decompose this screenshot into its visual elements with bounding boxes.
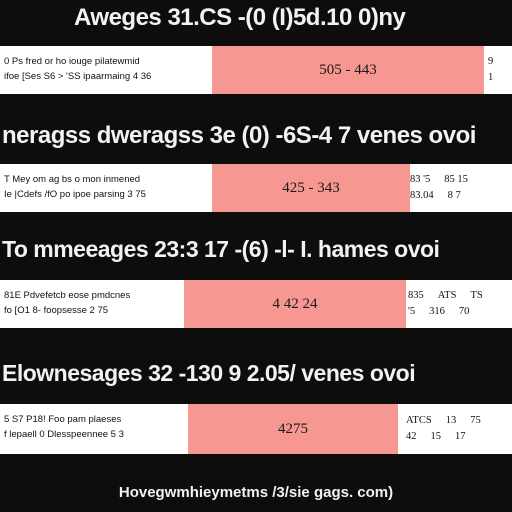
section-3-highlight: 4 42 24 bbox=[184, 280, 406, 328]
section-2-title: neragss dweragss 3e (0) -6S-4 7 venes ov… bbox=[2, 122, 476, 149]
section-4-r1c2: 13 bbox=[445, 415, 457, 426]
section-1-right-row-1: 9 bbox=[488, 54, 508, 70]
section-2-left-text: T Mey om ag bs o mon inmened Ie |Cdefs /… bbox=[0, 164, 210, 212]
section-4-right-row-2: 42 15 17 bbox=[406, 429, 508, 445]
section-3-r2c2: 316 bbox=[429, 306, 445, 317]
section-1-panel: 0 Ps fred or ho iouge pilatewmid ifoe [S… bbox=[0, 46, 512, 94]
section-4-r1c1: ATCS bbox=[406, 415, 432, 426]
section-3-r1c1: 835 bbox=[408, 290, 424, 301]
section-1-right-values: 9 1 bbox=[488, 46, 512, 94]
section-4-r1c3: 75 bbox=[470, 415, 481, 426]
section-2-r2c2: 8 7 bbox=[447, 190, 461, 201]
section-1-left-text: 0 Ps fred or ho iouge pilatewmid ifoe [S… bbox=[0, 46, 210, 94]
section-1-title: Aweges 31.CS -(0 (I)5d.10 0)ny bbox=[74, 4, 406, 31]
section-3-r2c1: '5 bbox=[408, 306, 416, 317]
section-2-line-2: Ie |Cdefs /fO po ipoe parsing 3 75 bbox=[4, 189, 146, 200]
section-4-r2c2: 15 bbox=[430, 431, 442, 442]
section-1-line-2: ifoe [Ses S6 > 'SS ipaarmaing 4 36 bbox=[4, 71, 152, 82]
section-1-value: 505 - 443 bbox=[319, 61, 377, 78]
section-3-right-row-1: 835 ATS TS bbox=[408, 288, 508, 304]
section-4-line-1: 5 S7 P18! Foo pam plaeses bbox=[4, 414, 122, 425]
section-3-title: To mmeeages 23:3 17 -(6) -l- I. hames ov… bbox=[2, 236, 440, 262]
section-1-line-1: 0 Ps fred or ho iouge pilatewmid bbox=[4, 56, 140, 67]
section-3-r2c3: 70 bbox=[458, 306, 470, 317]
section-4-line-2: f lepaell 0 Dlesspeennee 5 3 bbox=[4, 429, 124, 440]
section-2-r2c1: 83.04 bbox=[410, 190, 434, 201]
section-2-line-1: T Mey om ag bs o mon inmened bbox=[4, 174, 141, 185]
section-1-right-row-2: 1 bbox=[488, 70, 508, 86]
section-1-r1c1: 9 bbox=[488, 56, 494, 67]
section-4-value: 4275 bbox=[278, 420, 308, 437]
section-3-right-values: 835 ATS TS '5 316 70 bbox=[408, 280, 512, 328]
section-4-right-row-1: ATCS 13 75 bbox=[406, 413, 508, 429]
section-4-left-text: 5 S7 P18! Foo pam plaeses f lepaell 0 Dl… bbox=[0, 404, 188, 454]
section-2-right-row-1: 83 '5 85 15 bbox=[410, 172, 506, 188]
section-4-r2c1: 42 bbox=[406, 431, 417, 442]
section-3-panel: 81E Pdvefetcb eose pmdcnes fo [O1 8- foo… bbox=[0, 280, 512, 328]
section-4-title: Elownesages 32 -130 9 2.05/ venes ovoi bbox=[2, 360, 416, 386]
footer-caption: Hovegwmhieymetms /3/sie gags. com) bbox=[118, 484, 394, 501]
section-3-value: 4 42 24 bbox=[272, 295, 318, 312]
section-4-highlight: 4275 bbox=[188, 404, 398, 454]
section-3-line-1: 81E Pdvefetcb eose pmdcnes bbox=[4, 290, 131, 301]
section-3-r1c3: TS bbox=[470, 290, 483, 301]
section-3-left-text: 81E Pdvefetcb eose pmdcnes fo [O1 8- foo… bbox=[0, 280, 184, 328]
section-2-right-values: 83 '5 85 15 83.04 8 7 bbox=[410, 164, 512, 212]
section-2-value: 425 - 343 bbox=[282, 179, 340, 196]
section-4-r2c3: 17 bbox=[455, 431, 466, 442]
section-2-highlight: 425 - 343 bbox=[212, 164, 410, 212]
section-2-r1c2: 85 15 bbox=[444, 174, 468, 185]
section-2-r1c1: 83 '5 bbox=[410, 174, 431, 185]
section-4-right-values: ATCS 13 75 42 15 17 bbox=[406, 404, 512, 454]
section-1-highlight: 505 - 443 bbox=[212, 46, 484, 94]
section-2-right-row-2: 83.04 8 7 bbox=[410, 188, 506, 204]
section-2-panel: T Mey om ag bs o mon inmened Ie |Cdefs /… bbox=[0, 164, 512, 212]
section-3-line-2: fo [O1 8- foopsesse 2 75 bbox=[4, 305, 109, 316]
section-3-r1c2: ATS bbox=[437, 290, 457, 301]
section-3-right-row-2: '5 316 70 bbox=[408, 304, 508, 320]
section-1-r2c1: 1 bbox=[488, 72, 494, 83]
section-4-panel: 5 S7 P18! Foo pam plaeses f lepaell 0 Dl… bbox=[0, 404, 512, 454]
